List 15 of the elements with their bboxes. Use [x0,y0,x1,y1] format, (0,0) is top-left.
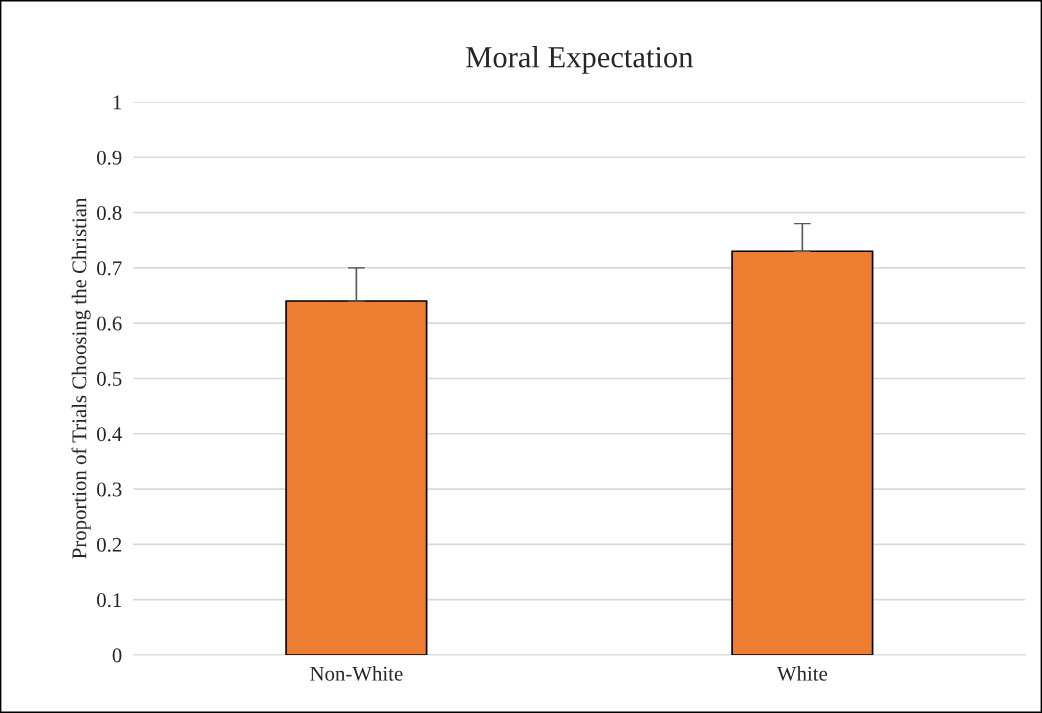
y-tick-label: 0.3 [97,482,122,497]
chart-title: Moral Expectation [466,46,694,74]
y-tick-label: 0 [112,648,122,663]
y-tick-label: 0.8 [97,205,122,221]
y-tick-label: 0.5 [97,371,122,386]
y-tick-label: 0.7 [97,261,122,276]
x-tick-label: Non-White [310,666,403,681]
y-tick-label: 0.1 [97,593,122,608]
y-tick-label: 0.4 [97,427,122,442]
y-tick-label: 1 [113,95,122,110]
y-tick-label: 0.9 [97,150,122,165]
x-tick-label: White [776,666,828,681]
y-tick-label: 0.2 [97,537,122,552]
y-tick-label: 0.6 [97,316,122,331]
y-axis-title: Proportion of Trials Choosing the Christian [71,197,91,559]
